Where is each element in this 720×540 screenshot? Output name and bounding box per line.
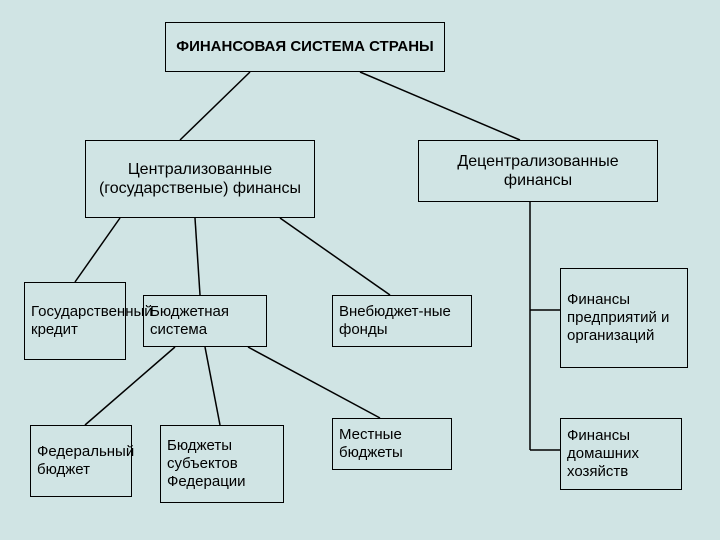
- node-label: Государственный кредит: [31, 303, 153, 339]
- node-local-budgets: Местные бюджеты: [332, 418, 452, 470]
- node-label: ФИНАНСОВАЯ СИСТЕМА СТРАНЫ: [176, 38, 433, 56]
- node-budget-system: Бюджетная система: [143, 295, 267, 347]
- node-household-finance: Финансы домашних хозяйств: [560, 418, 682, 490]
- node-extrabudget-funds: Внебюджет-ные фонды: [332, 295, 472, 347]
- node-label: Внебюджет-ные фонды: [339, 303, 465, 339]
- node-label: Финансы предприятий и организаций: [567, 291, 681, 345]
- diagram-canvas: ФИНАНСОВАЯ СИСТЕМА СТРАНЫ Централизованн…: [0, 0, 720, 540]
- node-label: Бюджеты субъектов Федерации: [167, 437, 277, 491]
- node-centralized: Централизованные (государственые) финанс…: [85, 140, 315, 218]
- node-enterprise-finance: Финансы предприятий и организаций: [560, 268, 688, 368]
- node-federal-budget: Федеральный бюджет: [30, 425, 132, 497]
- node-decentralized: Децентрализованные финансы: [418, 140, 658, 202]
- node-label: Централизованные (государственые) финанс…: [92, 160, 308, 198]
- node-label: Бюджетная система: [150, 303, 260, 339]
- node-subject-budgets: Бюджеты субъектов Федерации: [160, 425, 284, 503]
- node-label: Местные бюджеты: [339, 426, 445, 462]
- node-state-credit: Государственный кредит: [24, 282, 126, 360]
- node-label: Федеральный бюджет: [37, 443, 134, 479]
- node-label: Децентрализованные финансы: [425, 152, 651, 190]
- node-root: ФИНАНСОВАЯ СИСТЕМА СТРАНЫ: [165, 22, 445, 72]
- node-label: Финансы домашних хозяйств: [567, 427, 675, 481]
